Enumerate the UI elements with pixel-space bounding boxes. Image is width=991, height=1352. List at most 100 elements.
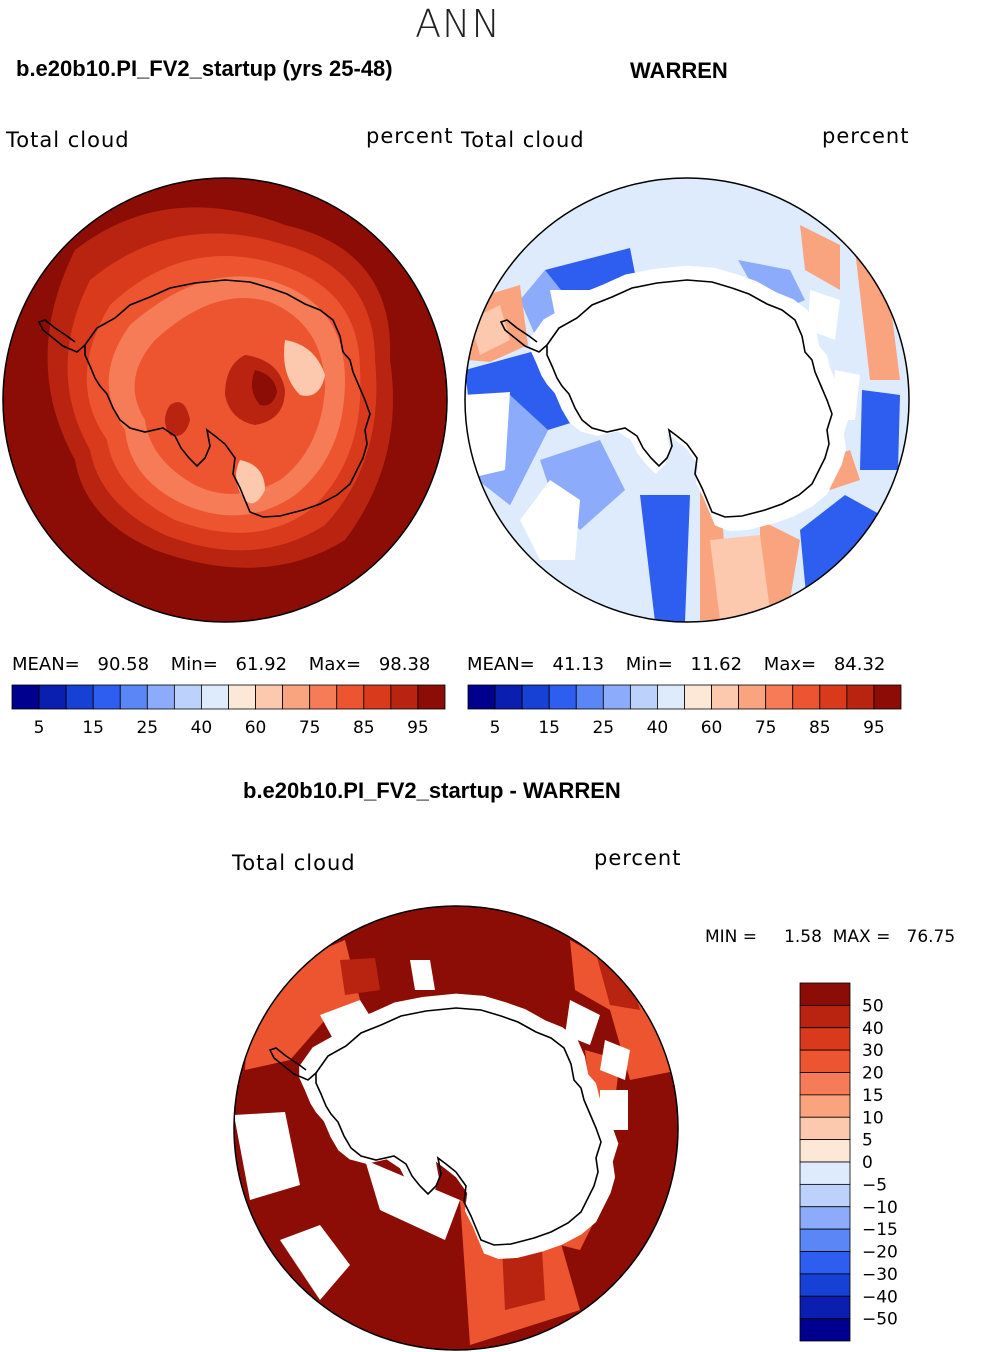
colorbar-difference-swatch: [799, 1295, 851, 1320]
colorbar-difference-tick-label: 50: [862, 996, 884, 1016]
panel-2-mean-label: MEAN=: [467, 654, 535, 675]
colorbar-warren-swatch: [467, 684, 496, 710]
colorbar-difference-tick-label: −20: [862, 1243, 898, 1263]
colorbar-difference-tick-label: 0: [862, 1153, 873, 1173]
panel-2-field-label: Total cloud: [461, 128, 585, 152]
colorbar-warren-tick-label: 95: [863, 718, 885, 738]
panel-1-units-label: percent: [366, 124, 454, 148]
diff-missing-sectors: [234, 960, 630, 1300]
colorbar-warren-swatch: [711, 684, 740, 710]
panel-1-min-label: Min=: [170, 654, 218, 675]
panel-3-minmax: MIN = 1.58 MAX = 76.75: [705, 927, 956, 947]
panel-2-min-value: 11.62: [690, 654, 743, 675]
colorbar-model-swatch: [282, 684, 311, 710]
colorbar-model-swatch: [336, 684, 365, 710]
colorbar-warren-swatch: [494, 684, 523, 710]
colorbar-warren-swatch: [738, 684, 767, 710]
panel-1-title: b.e20b10.PI_FV2_startup (yrs 25-48): [16, 56, 393, 81]
panel-3-title: b.e20b10.PI_FV2_startup - WARREN: [243, 778, 621, 803]
colorbar-difference-tick-label: −10: [862, 1198, 898, 1218]
colorbar-difference-swatch: [799, 1027, 851, 1051]
colorbar-warren-swatch: [657, 684, 685, 710]
colorbar-model-tick-label: 75: [299, 718, 321, 738]
panel-2-stats: MEAN= 41.13 Min= 11.62 Max= 84.32: [467, 654, 885, 675]
colorbar-warren-swatch: [602, 684, 631, 710]
colorbar-difference-tick-label: 10: [862, 1108, 884, 1128]
colorbar-difference-swatch: [799, 1072, 851, 1096]
panel-2-mean-value: 41.13: [552, 654, 605, 675]
colorbar-warren-swatch: [819, 684, 848, 710]
panel-1-max-label: Max=: [308, 654, 362, 675]
colorbar-difference-tick-label: −30: [862, 1265, 898, 1285]
colorbar-model-swatch: [390, 684, 419, 710]
colorbar-difference-tick-label: 15: [862, 1086, 884, 1106]
colorbar-warren-tick-label: 85: [809, 718, 831, 738]
colorbar-model-swatch: [309, 684, 338, 710]
colorbar-difference-swatch: [799, 982, 851, 1006]
map-warren: [464, 177, 910, 623]
colorbar-difference-tick-label: −40: [862, 1287, 898, 1307]
colorbar-warren-swatch: [684, 684, 712, 710]
colorbar-difference-swatch: [799, 1139, 851, 1163]
colorbar-difference-swatch: [799, 1318, 851, 1342]
colorbar-model-tick-label: 85: [353, 718, 375, 738]
colorbar-difference-tick-label: 20: [862, 1064, 884, 1084]
colorbar-warren-tick-label: 15: [538, 718, 560, 738]
colorbar-difference-swatch: [799, 1228, 851, 1252]
colorbar-difference-tick-label: 40: [862, 1019, 884, 1039]
colorbar-difference-tick-label: −5: [862, 1175, 887, 1195]
colorbar-warren-swatch: [629, 684, 658, 710]
colorbar-warren-swatch: [548, 684, 577, 710]
panel-2-max-value: 84.32: [833, 654, 886, 675]
colorbar-model-swatch: [255, 684, 284, 710]
colorbar-warren-swatch: [521, 684, 550, 710]
colorbar-difference-swatch: [799, 1049, 851, 1073]
colorbar-model-swatch: [417, 684, 446, 710]
colorbar-model-tick-label: 25: [136, 718, 158, 738]
colorbar-warren-swatch: [873, 684, 902, 710]
panel-3-units-label: percent: [594, 846, 682, 870]
colorbar-model: 5 15 25 40 60 75 85 95: [11, 684, 446, 738]
colorbar-model-tick-label: 60: [245, 718, 267, 738]
page-title: ANN: [415, 2, 501, 46]
colorbar-model-swatch: [38, 684, 67, 710]
panel-1-max-value: 98.38: [378, 654, 431, 675]
colorbar-difference-swatch: [799, 1183, 851, 1208]
colorbar-model-tick-label: 15: [82, 718, 104, 738]
panel-1-mean-value: 90.58: [97, 654, 150, 675]
colorbar-warren-tick-label: 25: [592, 718, 614, 738]
colorbar-difference-swatch: [799, 1206, 851, 1230]
map-model: [2, 177, 448, 623]
panel-3-field-label: Total cloud: [232, 851, 356, 875]
colorbar-difference-swatch: [799, 1094, 851, 1118]
colorbar-model-swatch: [65, 684, 94, 710]
panel-2-max-label: Max=: [763, 654, 817, 675]
colorbar-difference-swatch: [799, 1004, 851, 1029]
panel-1-field-label: Total cloud: [6, 128, 130, 152]
colorbar-model-swatch: [363, 684, 392, 710]
colorbar-model-swatch: [146, 684, 175, 710]
colorbar-difference-tick-label: −15: [862, 1220, 898, 1240]
panel-1-mean-label: MEAN=: [12, 654, 80, 675]
colorbar-difference-swatch: [799, 1161, 851, 1185]
colorbar-warren-tick-label: 75: [755, 718, 777, 738]
panel-1-stats: MEAN= 90.58 Min= 61.92 Max= 98.38: [12, 654, 430, 675]
colorbar-warren-swatch: [575, 684, 604, 710]
colorbar-warren-tick-label: 60: [701, 718, 723, 738]
colorbar-model-swatch: [173, 684, 202, 710]
panel-2-units-label: percent: [822, 124, 910, 148]
colorbar-difference-swatch: [799, 1116, 851, 1141]
colorbar-warren: 5 15 25 40 60 75 85 95: [467, 684, 902, 738]
panel-2-title: WARREN: [630, 58, 728, 83]
colorbar-model-swatch: [92, 684, 121, 710]
colorbar-warren-tick-label: 5: [490, 718, 501, 738]
colorbar-model-swatch: [119, 684, 148, 710]
colorbar-model-swatch: [201, 684, 229, 710]
colorbar-difference-swatch: [799, 1273, 851, 1297]
map-difference: [233, 905, 679, 1351]
colorbar-warren-swatch: [765, 684, 794, 710]
panel-1-min-value: 61.92: [235, 654, 288, 675]
colorbar-difference-tick-label: 30: [862, 1041, 884, 1061]
